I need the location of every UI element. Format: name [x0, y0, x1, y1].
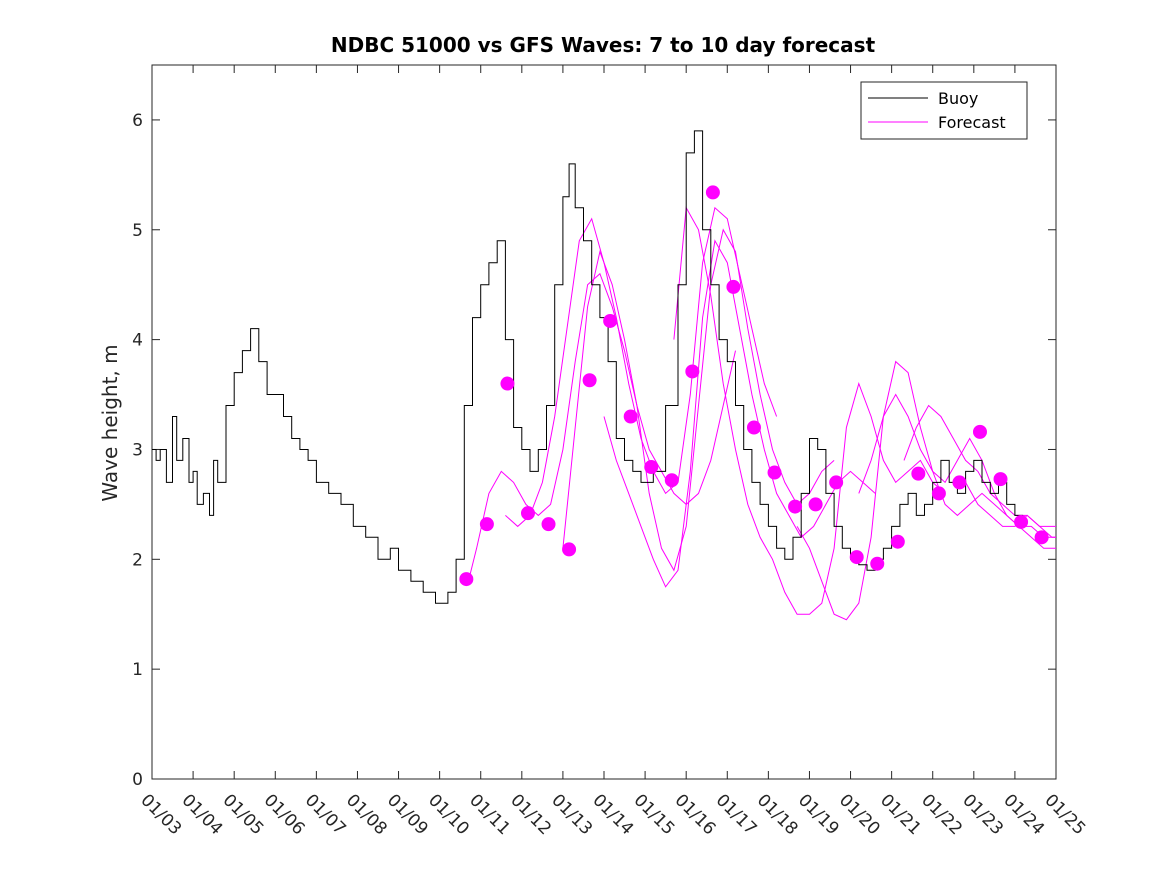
forecast-point — [931, 486, 946, 501]
forecast-point — [952, 475, 967, 490]
chart-title: NDBC 51000 vs GFS Waves: 7 to 10 day for… — [331, 33, 876, 57]
forecast-point — [644, 460, 659, 475]
y-tick-label: 4 — [132, 331, 143, 351]
y-tick-label: 1 — [132, 660, 143, 680]
forecast-point — [829, 475, 844, 490]
forecast-point — [479, 517, 494, 532]
forecast-point — [849, 550, 864, 565]
forecast-points — [459, 185, 1049, 587]
forecast-point — [808, 497, 823, 512]
legend-buoy-label: Buoy — [938, 89, 978, 108]
forecast-point — [541, 517, 556, 532]
plot-frame — [151, 64, 1057, 780]
forecast-point — [1014, 514, 1029, 529]
forecast-point — [500, 376, 515, 391]
forecast-point — [623, 409, 638, 424]
forecast-point — [746, 420, 761, 435]
forecast-line — [603, 239, 876, 588]
forecast-point — [705, 185, 720, 200]
forecast-point — [520, 506, 535, 521]
forecast-line — [505, 206, 778, 528]
y-tick-label: 5 — [132, 221, 143, 241]
forecast-line — [467, 272, 736, 582]
forecast-point — [726, 279, 741, 294]
forecast-point — [1034, 530, 1049, 545]
forecast-point — [459, 572, 474, 587]
forecast-point — [788, 499, 803, 514]
y-axis-ticks: 0 1 2 3 4 5 6 — [132, 111, 1056, 790]
forecast-point — [582, 373, 597, 388]
forecast-point — [664, 473, 679, 488]
forecast-point — [972, 424, 987, 439]
forecast-point — [993, 472, 1008, 487]
legend-forecast-label: Forecast — [938, 113, 1006, 132]
forecast-point — [685, 364, 700, 379]
forecast-point — [911, 466, 926, 481]
forecast-point — [562, 542, 577, 557]
forecast-line — [965, 482, 1056, 538]
y-axis-label: Wave height, m — [98, 344, 122, 501]
legend: Buoy Forecast — [860, 81, 1028, 140]
forecast-point — [767, 465, 782, 480]
forecast-line — [673, 206, 946, 615]
y-tick-label: 6 — [132, 111, 143, 131]
legend-box — [860, 81, 1028, 140]
y-tick-label: 2 — [132, 550, 143, 570]
y-tick-label: 3 — [132, 440, 143, 460]
forecast-point — [890, 534, 905, 549]
y-tick-label: 0 — [132, 770, 143, 790]
forecast-line — [562, 228, 835, 572]
forecast-point — [870, 556, 885, 571]
forecast-point — [603, 313, 618, 328]
